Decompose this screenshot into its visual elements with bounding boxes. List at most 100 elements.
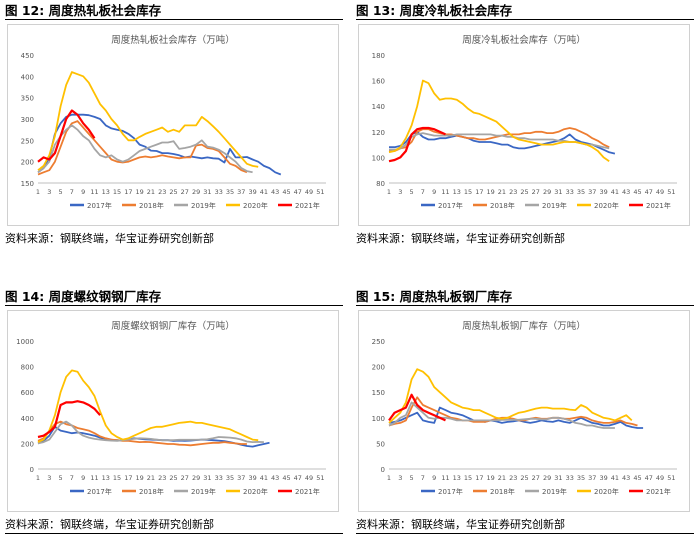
y-tick-label: 80: [376, 180, 385, 188]
x-tick-label: 13: [102, 188, 110, 196]
source-note: 资料来源：钢联终端，华宝证券研究创新部: [5, 232, 214, 245]
y-tick-label: 200: [372, 364, 385, 372]
chart-box: 周度热轧板社会库存（万吨） 150 200 250 300 350 400 450 1 3 5 7 9 1…: [7, 24, 339, 226]
x-tick-label: 41: [611, 188, 619, 196]
title-rule: [356, 305, 694, 306]
legend-label: 2018年: [490, 487, 515, 496]
x-tick-label: 9: [432, 474, 436, 482]
x-tick-label: 39: [248, 474, 256, 482]
x-tick-label: 1: [36, 474, 40, 482]
x-tick-label: 31: [554, 474, 562, 482]
x-tick-label: 7: [421, 188, 425, 196]
series-line-2019: [388, 401, 615, 429]
y-tick-label: 0: [381, 466, 385, 474]
x-tick-label: 29: [543, 474, 551, 482]
legend-label: 2020年: [594, 487, 619, 496]
x-tick-label: 3: [398, 474, 402, 482]
legend-label: 2019年: [542, 201, 567, 210]
y-tick-label: 300: [21, 116, 34, 124]
y-tick-label: 400: [21, 73, 34, 81]
figure-label: 图 13: 周度冷轧板社会库存: [356, 3, 513, 18]
x-tick-label: 21: [147, 474, 155, 482]
y-tick-label: 160: [372, 78, 385, 86]
x-tick-label: 43: [271, 188, 279, 196]
x-tick-label: 21: [498, 188, 506, 196]
x-tick-label: 1: [387, 188, 391, 196]
y-tick-label: 140: [372, 103, 385, 111]
y-tick-label: 120: [372, 129, 385, 137]
x-tick-label: 33: [215, 188, 223, 196]
x-tick-label: 5: [59, 474, 63, 482]
x-tick-label: 21: [147, 188, 155, 196]
x-tick-label: 23: [509, 188, 517, 196]
x-tick-label: 23: [509, 474, 517, 482]
legend-label: 2018年: [490, 201, 515, 210]
panel-fig12: 图 12: 周度热轧板社会库存 周度热轧板社会库存（万吨） 150 200 250 30…: [5, 0, 345, 250]
title-rule: [5, 305, 343, 306]
x-tick-label: 37: [237, 188, 245, 196]
x-tick-label: 27: [181, 474, 189, 482]
legend-label: 2017年: [87, 487, 112, 496]
series-line-2018: [388, 396, 638, 427]
y-tick-label: 150: [21, 180, 34, 188]
x-tick-label: 19: [136, 474, 144, 482]
x-tick-label: 13: [453, 188, 461, 196]
x-tick-label: 35: [226, 188, 234, 196]
x-tick-label: 45: [282, 188, 290, 196]
x-tick-label: 47: [645, 188, 653, 196]
figure-label: 图 12: 周度热轧板社会库存: [5, 3, 162, 18]
x-tick-label: 15: [113, 188, 121, 196]
y-tick-label: 0: [30, 466, 34, 474]
x-tick-label: 37: [588, 188, 596, 196]
y-tick-label: 100: [372, 415, 385, 423]
x-tick-label: 19: [136, 188, 144, 196]
series-line-2020: [37, 369, 259, 443]
x-tick-label: 11: [90, 474, 98, 482]
series-line-2018: [37, 120, 248, 176]
x-tick-label: 1: [36, 188, 40, 196]
x-tick-label: 23: [158, 474, 166, 482]
x-tick-label: 39: [599, 188, 607, 196]
x-tick-label: 11: [441, 188, 449, 196]
chart-box: 周度冷轧板社会库存（万吨） 80 100 120 140 160 180 1 3 5 7 9 11 13 1…: [358, 24, 690, 226]
x-tick-label: 27: [181, 188, 189, 196]
x-tick-label: 5: [410, 474, 414, 482]
chart-box: 周度螺纹钢钢厂库存（万吨） 0 200 400 600 800 1000 1 3 5 7 9 11 13 1…: [7, 310, 339, 512]
x-tick-label: 25: [169, 474, 177, 482]
series-line-2019: [37, 124, 253, 174]
x-tick-label: 1: [387, 474, 391, 482]
source-rule: [356, 533, 694, 534]
x-tick-label: 35: [577, 188, 585, 196]
y-tick-label: 100: [372, 154, 385, 162]
x-tick-label: 31: [554, 188, 562, 196]
legend-label: 2020年: [243, 487, 268, 496]
x-tick-label: 33: [215, 474, 223, 482]
x-tick-label: 29: [543, 188, 551, 196]
x-tick-label: 17: [475, 474, 483, 482]
panel-fig13: 图 13: 周度冷轧板社会库存 周度冷轧板社会库存（万吨） 80 100 120 140…: [356, 0, 696, 250]
x-tick-label: 51: [667, 474, 675, 482]
source-note: 资料来源：钢联终端，华宝证券研究创新部: [356, 518, 565, 531]
y-tick-label: 50: [376, 440, 385, 448]
series-line-2020: [37, 71, 259, 171]
legend-label: 2019年: [191, 487, 216, 496]
x-tick-label: 49: [656, 474, 664, 482]
x-tick-label: 37: [237, 474, 245, 482]
title-rule: [5, 19, 343, 20]
x-tick-label: 45: [633, 474, 641, 482]
x-tick-label: 31: [203, 188, 211, 196]
panel-fig14: 图 14: 周度螺纹钢钢厂库存 周度螺纹钢钢厂库存（万吨） 0 200 400 600 8…: [5, 286, 345, 539]
x-tick-label: 7: [421, 474, 425, 482]
source-note: 资料来源：钢联终端，华宝证券研究创新部: [5, 518, 214, 531]
x-tick-label: 13: [453, 474, 461, 482]
x-tick-label: 15: [464, 474, 472, 482]
x-tick-label: 9: [81, 474, 85, 482]
x-tick-label: 45: [282, 474, 290, 482]
x-tick-label: 43: [271, 474, 279, 482]
x-tick-label: 27: [532, 188, 540, 196]
legend-label: 2020年: [243, 201, 268, 210]
x-tick-label: 29: [192, 188, 200, 196]
